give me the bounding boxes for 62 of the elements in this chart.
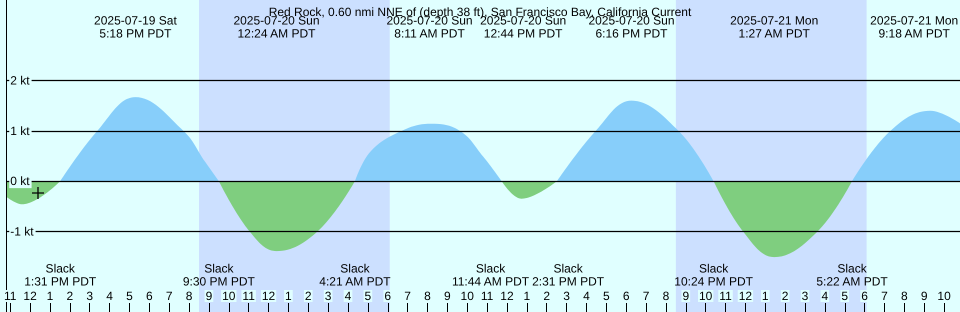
x-tick-label: 11 <box>719 289 732 303</box>
x-tick-label: 10 <box>222 289 236 303</box>
x-tick-label: 8 <box>662 289 670 303</box>
x-tick-label: 12 <box>262 289 276 303</box>
x-tick-label: 5 <box>364 289 372 303</box>
y-tick-label: -1 kt <box>10 224 34 238</box>
annotation: Slack 4:21 AM PDT <box>319 262 392 288</box>
annotation: Slack 10:24 PM PDT <box>674 262 754 288</box>
x-tick-label: 10 <box>460 289 474 303</box>
x-tick-label: 6 <box>622 289 630 303</box>
x-tick-label: 2 <box>66 289 74 303</box>
x-tick-label: 5 <box>841 289 848 303</box>
x-tick-label: 2 <box>304 289 312 303</box>
annotation: Slack 11:44 AM PDT <box>452 262 530 288</box>
annotation: 2025-07-21 Mon 9:18 AM PDT <box>870 14 958 40</box>
x-tick-label: 11 <box>4 289 17 303</box>
y-tick-label: 2 kt <box>10 74 30 88</box>
x-tick-label: 9 <box>920 289 928 303</box>
x-tick-label: 5 <box>126 289 134 303</box>
x-tick-label: 6 <box>384 289 392 303</box>
x-tick-label: 1 <box>523 289 530 303</box>
x-tick-label: 6 <box>146 289 153 303</box>
annotation: Slack 9:30 PM PDT <box>182 262 256 288</box>
x-tick-label: 4 <box>344 289 352 303</box>
x-tick-label: 4 <box>583 289 590 303</box>
x-tick-label: 1 <box>46 289 54 303</box>
x-tick-label: 9 <box>206 289 213 303</box>
x-tick-label: 7 <box>166 289 173 303</box>
x-tick-label: 3 <box>324 289 332 303</box>
x-tick-label: 5 <box>602 289 610 303</box>
x-tick-label: 7 <box>881 289 888 303</box>
x-tick-label: 4 <box>822 289 829 303</box>
x-tick-label: 4 <box>106 289 114 303</box>
x-tick-label: 3 <box>86 289 94 303</box>
x-tick-label: 2 <box>543 289 550 303</box>
x-tick-label: 8 <box>424 289 432 303</box>
x-tick-label: 9 <box>444 289 452 303</box>
x-tick-label: 12 <box>500 289 514 303</box>
x-tick-label: 3 <box>802 289 809 303</box>
x-tick-label: 6 <box>861 289 868 303</box>
x-tick-label: 1 <box>762 289 769 303</box>
x-tick-label: 10 <box>937 289 952 303</box>
annotation: Slack 1:31 PM PDT <box>24 262 97 288</box>
x-tick-label: 7 <box>642 289 650 303</box>
x-tick-label: 1 <box>285 289 292 303</box>
x-tick-label: 7 <box>404 289 412 303</box>
x-tick-label: 10 <box>698 289 713 303</box>
x-tick-label: 8 <box>186 289 193 303</box>
annotation: 2025-07-21 Mon 1:27 AM PDT <box>730 14 818 40</box>
annotation: Slack 5:22 AM PDT <box>816 262 888 288</box>
y-tick-label: 1 kt <box>10 124 30 138</box>
x-tick-label: 11 <box>242 289 256 303</box>
x-tick-label: 12 <box>738 289 752 303</box>
x-tick-label: 2 <box>782 289 789 303</box>
x-tick-label: 9 <box>682 289 690 303</box>
y-tick-label: 0 kt <box>10 174 30 188</box>
x-tick-label: 11 <box>480 289 494 303</box>
x-tick-label: 3 <box>563 289 570 303</box>
x-tick-label: 8 <box>901 289 908 303</box>
annotation: Slack 2:31 PM PDT <box>532 262 605 288</box>
x-tick-label: 12 <box>23 289 38 303</box>
annotation: 2025-07-19 Sat 5:18 PM PDT <box>94 14 178 40</box>
